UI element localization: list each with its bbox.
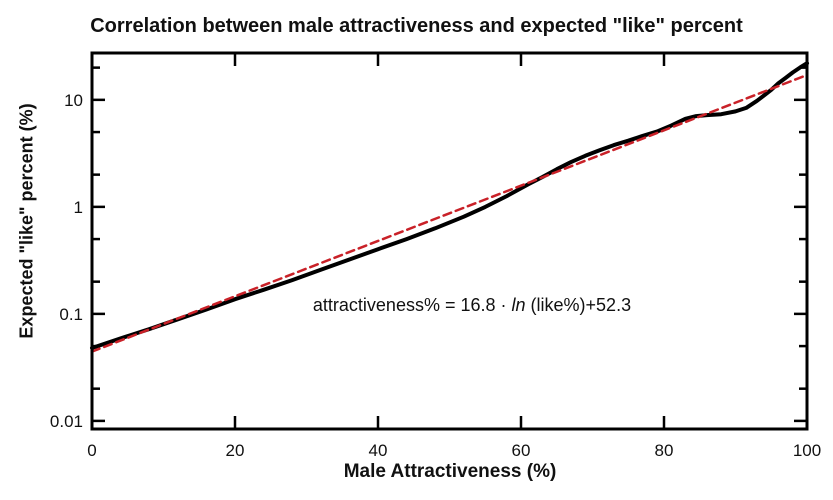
fit-equation-ln: ln — [511, 295, 526, 315]
fit-equation-pre: attractiveness% = 16.8 · — [312, 295, 512, 315]
fit-equation-annotation: attractiveness% = 16.8 · ln (like%)+52.3 — [313, 295, 631, 316]
y-tick-label: 0.01 — [50, 412, 83, 431]
series-log-fit-line — [90, 73, 809, 353]
fit-equation-post: (like%)+52.3 — [525, 295, 632, 315]
y-tick-label: 0.1 — [59, 305, 83, 324]
x-axis-label: Male Attractiveness (%) — [343, 461, 557, 482]
series-observed-curve — [90, 61, 809, 350]
x-tick-label: 20 — [226, 441, 245, 460]
y-tick-label: 1 — [74, 198, 83, 217]
x-tick-label: 100 — [793, 441, 821, 460]
plot-border — [90, 51, 809, 431]
y-axis-label: Expected "like" percent (%) — [16, 103, 37, 339]
x-tick-label: 60 — [512, 441, 531, 460]
x-tick-label: 40 — [369, 441, 388, 460]
chart-title: Correlation between male attractiveness … — [90, 15, 743, 37]
x-tick-label: 0 — [87, 441, 96, 460]
x-tick-label: 80 — [655, 441, 674, 460]
y-tick-label: 10 — [64, 91, 83, 110]
